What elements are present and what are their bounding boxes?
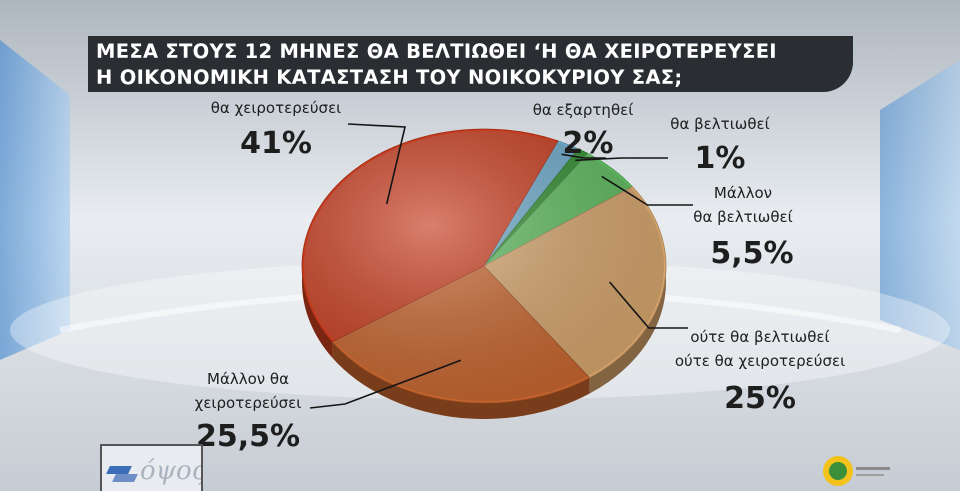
title-line-1: ΜΕΣΑ ΣΤΟΥΣ 12 ΜΗΝΕΣ ΘΑ ΒΕΛΤΙΩΘΕΙ ‘Η ΘΑ Χ… — [96, 40, 777, 63]
value-rather-worse: 25,5% — [196, 419, 300, 454]
label-rather-better-2: θα βελτιωθεί — [693, 208, 792, 226]
value-better: 1% — [695, 141, 746, 176]
leader-line-worse — [347, 123, 406, 205]
label-neither-2: ούτε θα χειροτερεύσει — [675, 352, 845, 370]
label-rather-better-1: Μάλλον — [714, 184, 772, 202]
leader-line-rather-better — [601, 175, 693, 206]
channel-logo-icon: όψος — [100, 444, 203, 491]
leader-line-rather-worse — [309, 359, 462, 409]
label-worse: θα χειροτερεύσει — [211, 99, 342, 117]
pollster-logo-icon — [823, 456, 890, 486]
leader-lines — [309, 123, 693, 409]
value-neither: 25% — [724, 381, 796, 416]
title-line-2: Η ΟΙΚΟΝΟΜΙΚΗ ΚΑΤΑΣΤΑΣΗ ΤΟΥ ΝΟΙΚΟΚΥΡΙΟΥ Σ… — [96, 66, 683, 89]
leader-line-neither — [609, 281, 688, 329]
pie-slices — [301, 128, 667, 404]
leader-line-better — [575, 157, 668, 162]
value-rather-better: 5,5% — [710, 236, 793, 271]
value-depends: 2% — [563, 126, 614, 161]
label-rather-worse-2: χειροτερεύσει — [195, 394, 302, 412]
label-neither-1: ούτε θα βελτιωθεί — [690, 328, 829, 346]
label-rather-worse-1: Μάλλον θα — [207, 370, 289, 388]
value-worse: 41% — [240, 126, 312, 161]
leader-line-depends — [561, 153, 606, 159]
label-better: θα βελτιωθεί — [670, 115, 769, 133]
label-depends: θα εξαρτηθεί — [533, 101, 634, 119]
chart-title: ΜΕΣΑ ΣΤΟΥΣ 12 ΜΗΝΕΣ ΘΑ ΒΕΛΤΙΩΘΕΙ ‘Η ΘΑ Χ… — [88, 36, 853, 92]
channel-logo-word: όψος — [140, 456, 203, 486]
